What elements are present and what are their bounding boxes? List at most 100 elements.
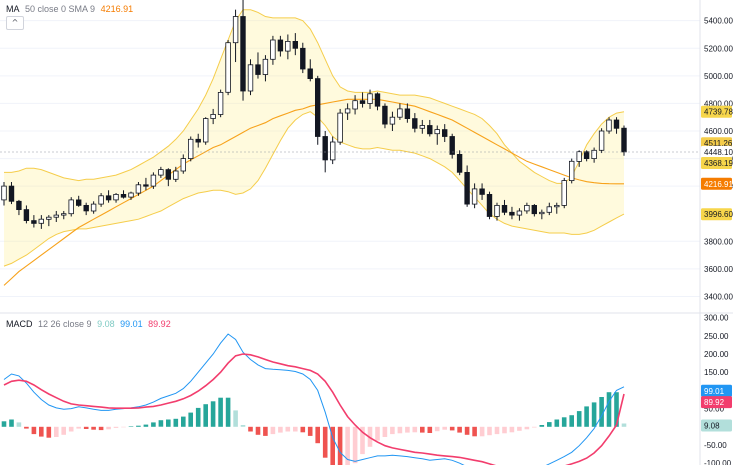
candle-body	[621, 127, 627, 153]
candle-body	[479, 188, 485, 195]
candle-body	[307, 68, 313, 80]
candle-body	[98, 195, 104, 205]
macd-histogram-bar	[502, 426, 507, 434]
collapse-legend-button[interactable]: ^	[6, 16, 24, 30]
candle-body	[419, 125, 425, 129]
candle-body	[494, 204, 500, 217]
macd-histogram-bar	[233, 410, 238, 427]
candle-body	[449, 136, 455, 155]
price-badge-label: 4368.19	[704, 159, 733, 168]
macd-histogram-bar	[412, 426, 418, 433]
macd-histogram-bar	[151, 422, 156, 427]
macd-histogram-bar	[405, 426, 410, 433]
macd-legend-macd-value: 99.01	[120, 319, 143, 329]
candle-body	[31, 220, 37, 224]
candle-body	[277, 39, 284, 52]
macd-histogram-bar	[449, 426, 455, 431]
candle-body	[314, 78, 321, 137]
candle-body	[539, 211, 545, 215]
macd-histogram-bar	[68, 426, 74, 432]
ma50-line	[3, 98, 624, 286]
macd-histogram-bar	[457, 426, 462, 433]
candle-body	[53, 214, 59, 218]
macd-legend-signal-value: 89.92	[148, 319, 171, 329]
bollinger-fill	[4, 9, 624, 267]
price-badge	[701, 419, 732, 432]
price-badge	[701, 157, 732, 169]
price-tick-label: 4600.00	[704, 127, 733, 136]
price-tick-label: 5200.00	[704, 44, 733, 53]
macd-histogram-bar	[397, 426, 403, 434]
candle-body	[135, 184, 142, 194]
macd-histogram-bar	[9, 419, 14, 427]
macd-histogram-bar	[225, 397, 231, 427]
price-badge	[701, 384, 732, 397]
macd-histogram-bar	[360, 426, 365, 455]
macd-tick-label: 150.00	[704, 368, 729, 377]
macd-legend[interactable]: MACD 12 26 close 9 9.08 99.01 89.92	[6, 319, 174, 329]
macd-histogram-bar	[390, 426, 395, 435]
candle-body	[113, 193, 119, 201]
price-badge-label: 99.01	[704, 387, 725, 396]
candle-body	[16, 200, 22, 211]
macd-histogram-bar	[487, 426, 492, 436]
macd-histogram-bar	[330, 426, 335, 465]
price-tick-label: 4800.00	[704, 99, 733, 108]
price-badge	[701, 145, 732, 158]
candle-body	[367, 93, 373, 104]
macd-histogram-bar	[322, 426, 328, 458]
macd-histogram-bar	[248, 426, 253, 432]
macd-tick-label: 50.00	[704, 405, 725, 414]
candle-body	[128, 192, 134, 198]
price-tick-label: 3800.00	[704, 237, 733, 246]
candle-body	[337, 112, 343, 143]
candle-body	[583, 151, 590, 159]
macd-histogram-bar	[1, 421, 7, 427]
candle-body	[404, 108, 411, 120]
candle-body	[456, 153, 463, 173]
main-legend[interactable]: MA 50 close 0 SMA 9 4216.91	[6, 4, 136, 14]
macd-lines	[3, 333, 625, 465]
macd-histogram-bar	[554, 419, 560, 427]
candle-body	[613, 119, 620, 129]
candle-body	[270, 39, 276, 60]
macd-tick-label: -100.00	[704, 459, 732, 465]
candle-body	[531, 204, 537, 215]
candle-body	[23, 209, 30, 222]
macd-histogram-bar	[420, 426, 425, 433]
macd-histogram-bar	[442, 426, 447, 430]
price-badge	[701, 177, 732, 190]
macd-histogram-bar	[307, 426, 313, 436]
macd-histogram-bar	[547, 422, 552, 427]
macd-histogram-bar	[203, 404, 208, 427]
candle-body	[76, 199, 82, 206]
macd-histogram-bar	[173, 418, 179, 427]
candlesticks[interactable]	[1, 0, 627, 229]
ma-legend-params: 50 close 0 SMA 9	[25, 4, 96, 14]
macd-histogram-bar	[61, 426, 66, 435]
candle-body	[292, 41, 298, 49]
macd-legend-params: 12 26 close 9	[38, 319, 92, 329]
macd-tick-label: 200.00	[704, 350, 729, 359]
macd-histogram-bar	[472, 426, 477, 437]
macd-histogram-bar	[54, 426, 59, 437]
macd-histogram-bar	[621, 423, 627, 427]
macd-histogram-bar	[337, 426, 343, 465]
macd-histogram-bar	[606, 392, 612, 427]
price-badge-label: 4448.10	[704, 148, 733, 157]
macd-histogram-bar	[293, 426, 298, 432]
macd-histogram-bar	[91, 426, 96, 430]
candle-body	[434, 129, 440, 135]
macd-tick-label: 250.00	[704, 332, 729, 341]
candle-body	[165, 169, 171, 180]
macd-histogram-bar	[255, 426, 261, 435]
macd-histogram-bar	[427, 426, 433, 433]
macd-line	[3, 333, 625, 465]
candle-body	[195, 138, 201, 143]
bollinger-bands	[3, 9, 625, 267]
price-badge-label: 89.92	[704, 398, 725, 407]
macd-histogram-bar	[46, 426, 52, 438]
macd-histogram-bar	[195, 407, 201, 427]
macd-histogram-bar	[591, 402, 597, 427]
